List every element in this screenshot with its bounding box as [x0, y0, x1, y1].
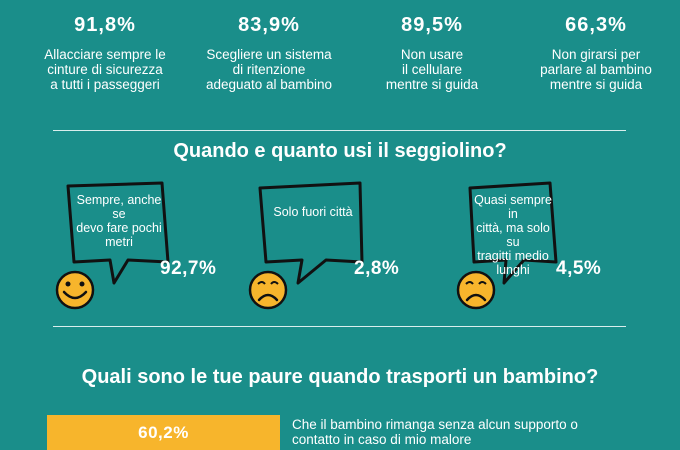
- stat-percentage: 89,5%: [401, 14, 463, 36]
- fear-percentage: 60,2%: [138, 422, 189, 442]
- fear-description: Che il bambino rimanga senza alcun suppo…: [292, 417, 578, 447]
- answer-always: Sempre, anche se devo fare pochi metri 9…: [50, 180, 240, 315]
- stat-percentage: 91,8%: [74, 14, 136, 36]
- happy-face-icon: [55, 270, 95, 310]
- stat-percentage: 66,3%: [565, 14, 627, 36]
- answer-text: Solo fuori città: [273, 205, 353, 219]
- stat-seatbelts: 91,8% Allacciare sempre le cinture di si…: [25, 14, 185, 92]
- answer-percentage: 2,8%: [354, 258, 400, 279]
- answer-mostly-city: Quasi sempre in città, ma solo su tragit…: [448, 180, 638, 315]
- stat-percentage: 83,9%: [238, 14, 300, 36]
- fear-percentage-bar: 60,2%: [47, 415, 280, 450]
- stat-description: Allacciare sempre le cinture di sicurezz…: [44, 47, 166, 92]
- stat-description: Non usare il cellulare mentre si guida: [385, 47, 479, 92]
- stat-restraint-system: 83,9% Scegliere un sistema di ritenzione…: [189, 14, 349, 92]
- stat-description: Scegliere un sistema di ritenzione adegu…: [205, 47, 333, 92]
- sad-face-icon: [456, 270, 496, 310]
- speech-bubble: [456, 181, 558, 310]
- answer-text: Quasi sempre in città, ma solo su tragit…: [474, 193, 552, 277]
- speech-bubble: [248, 181, 364, 310]
- fears-section-title: Quali sono le tue paure quando trasporti…: [81, 366, 599, 388]
- speech-bubble: [55, 181, 170, 310]
- seat-section-title: Quando e quanto usi il seggiolino?: [173, 140, 507, 162]
- sad-face-icon: [248, 270, 288, 310]
- stat-description: Non girarsi per parlare al bambino mentr…: [540, 47, 652, 92]
- section-divider: [53, 326, 626, 327]
- section-divider: [53, 130, 626, 131]
- answer-percentage: 92,7%: [160, 258, 217, 279]
- answer-outside-city: Solo fuori città 2,8%: [238, 180, 428, 315]
- stat-no-phone: 89,5% Non usare il cellulare mentre si g…: [352, 14, 512, 92]
- answer-percentage: 4,5%: [556, 258, 602, 279]
- stat-no-turning: 66,3% Non girarsi per parlare al bambino…: [516, 14, 676, 92]
- answer-text: Sempre, anche se devo fare pochi metri: [76, 193, 162, 249]
